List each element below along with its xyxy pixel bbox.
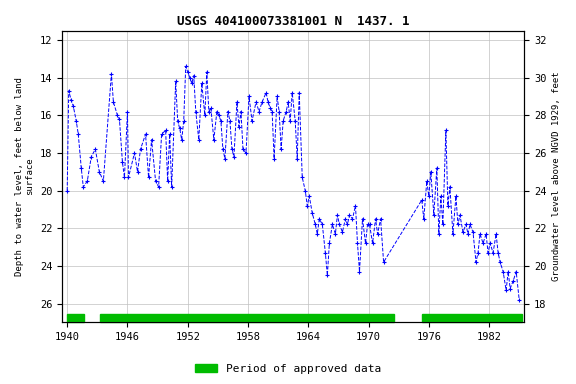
- Title: USGS 404100073381001 N  1437. 1: USGS 404100073381001 N 1437. 1: [177, 15, 410, 28]
- Bar: [422, 314, 522, 323]
- Legend: Period of approved data: Period of approved data: [191, 359, 385, 379]
- Y-axis label: Depth to water level, feet below land
surface: Depth to water level, feet below land su…: [15, 77, 35, 276]
- Bar: [67, 314, 84, 323]
- Bar: [100, 314, 393, 323]
- Y-axis label: Groundwater level above NGVD 1929, feet: Groundwater level above NGVD 1929, feet: [552, 72, 561, 281]
